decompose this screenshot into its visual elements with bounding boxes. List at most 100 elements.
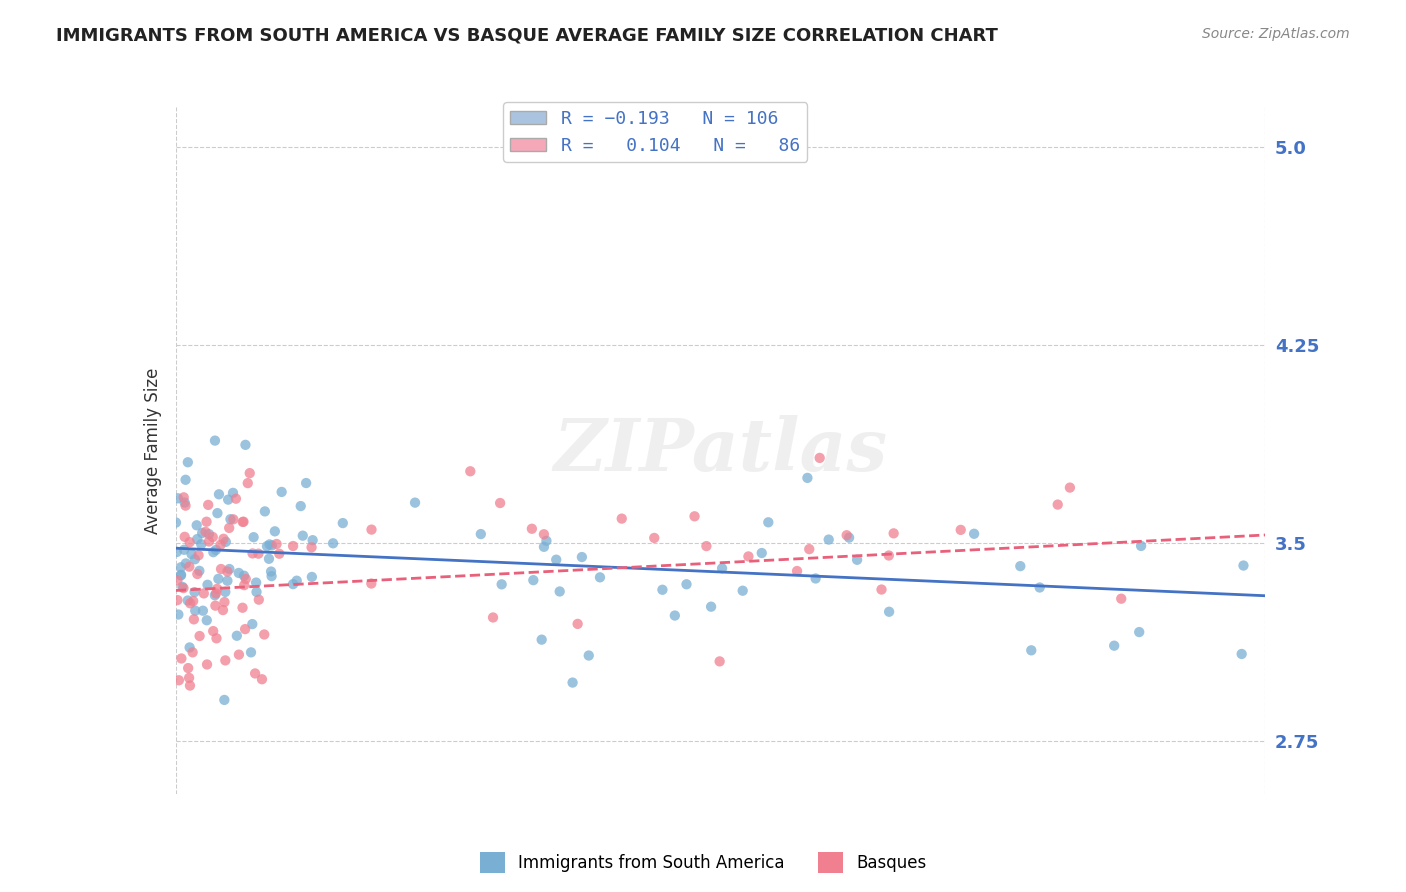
Point [167,673,190,688]
Point [188,629,211,643]
Point [233,622,256,636]
Point [546,552,568,566]
Point [236,476,259,491]
Point [877,549,900,563]
Point [520,522,543,536]
Point [218,521,240,535]
Point [709,654,731,668]
Point [218,562,240,576]
Point [253,504,276,518]
Point [186,518,208,533]
Point [193,586,215,600]
Point [245,585,267,599]
Point [214,653,236,667]
Point [877,605,900,619]
Point [263,524,285,539]
Point [482,610,505,624]
Point [214,585,236,599]
Point [567,616,589,631]
Point [204,434,226,448]
Point [256,539,278,553]
Point [245,575,267,590]
Point [664,608,686,623]
Point [533,527,555,541]
Point [1232,558,1254,573]
Point [578,648,600,663]
Point [242,530,264,544]
Point [205,543,228,558]
Point [177,671,200,685]
Point [643,531,665,545]
Point [257,551,280,566]
Point [183,585,205,599]
Point [228,566,250,580]
Y-axis label: Average Family Size: Average Family Size [143,368,162,533]
Point [167,607,190,622]
Point [201,530,224,544]
Point [217,574,239,588]
Point [404,495,426,509]
Point [214,595,236,609]
Point [204,588,226,602]
Point [796,471,818,485]
Point [561,675,583,690]
Point [536,533,558,548]
Point [181,594,204,608]
Point [202,624,225,639]
Point [281,577,304,591]
Point [225,629,247,643]
Point [1230,647,1253,661]
Point [191,526,214,541]
Point [212,603,235,617]
Point [186,532,208,546]
Text: IMMIGRANTS FROM SOUTH AMERICA VS BASQUE AVERAGE FAMILY SIZE CORRELATION CHART: IMMIGRANTS FROM SOUTH AMERICA VS BASQUE … [56,27,998,45]
Point [240,645,263,659]
Point [737,549,759,564]
Point [301,541,323,555]
Point [170,567,193,582]
Point [173,530,195,544]
Point [184,604,207,618]
Point [225,491,247,506]
Point [240,617,263,632]
Point [1102,639,1125,653]
Point [675,577,697,591]
Point [222,512,245,526]
Point [205,632,228,646]
Point [183,612,205,626]
Point [209,538,232,552]
Point [332,516,354,530]
Point [243,666,266,681]
Point [949,523,972,537]
Point [180,547,202,561]
Point [360,523,382,537]
Point [205,582,228,596]
Point [460,464,482,478]
Point [233,568,256,582]
Point [166,593,188,607]
Point [239,466,262,480]
Point [179,559,201,574]
Point [235,572,257,586]
Legend: Immigrants from South America, Basques: Immigrants from South America, Basques [472,846,934,880]
Point [491,577,513,591]
Point [571,549,593,564]
Point [260,569,283,583]
Point [1059,481,1081,495]
Point [301,533,323,548]
Point [174,557,197,571]
Point [700,599,723,614]
Point [172,581,194,595]
Point [270,484,292,499]
Point [247,592,270,607]
Point [207,572,229,586]
Point [202,545,225,559]
Point [214,693,236,707]
Point [195,613,218,627]
Point [799,542,821,557]
Point [173,495,195,509]
Point [166,545,188,559]
Point [235,438,257,452]
Point [1010,559,1032,574]
Point [533,540,555,554]
